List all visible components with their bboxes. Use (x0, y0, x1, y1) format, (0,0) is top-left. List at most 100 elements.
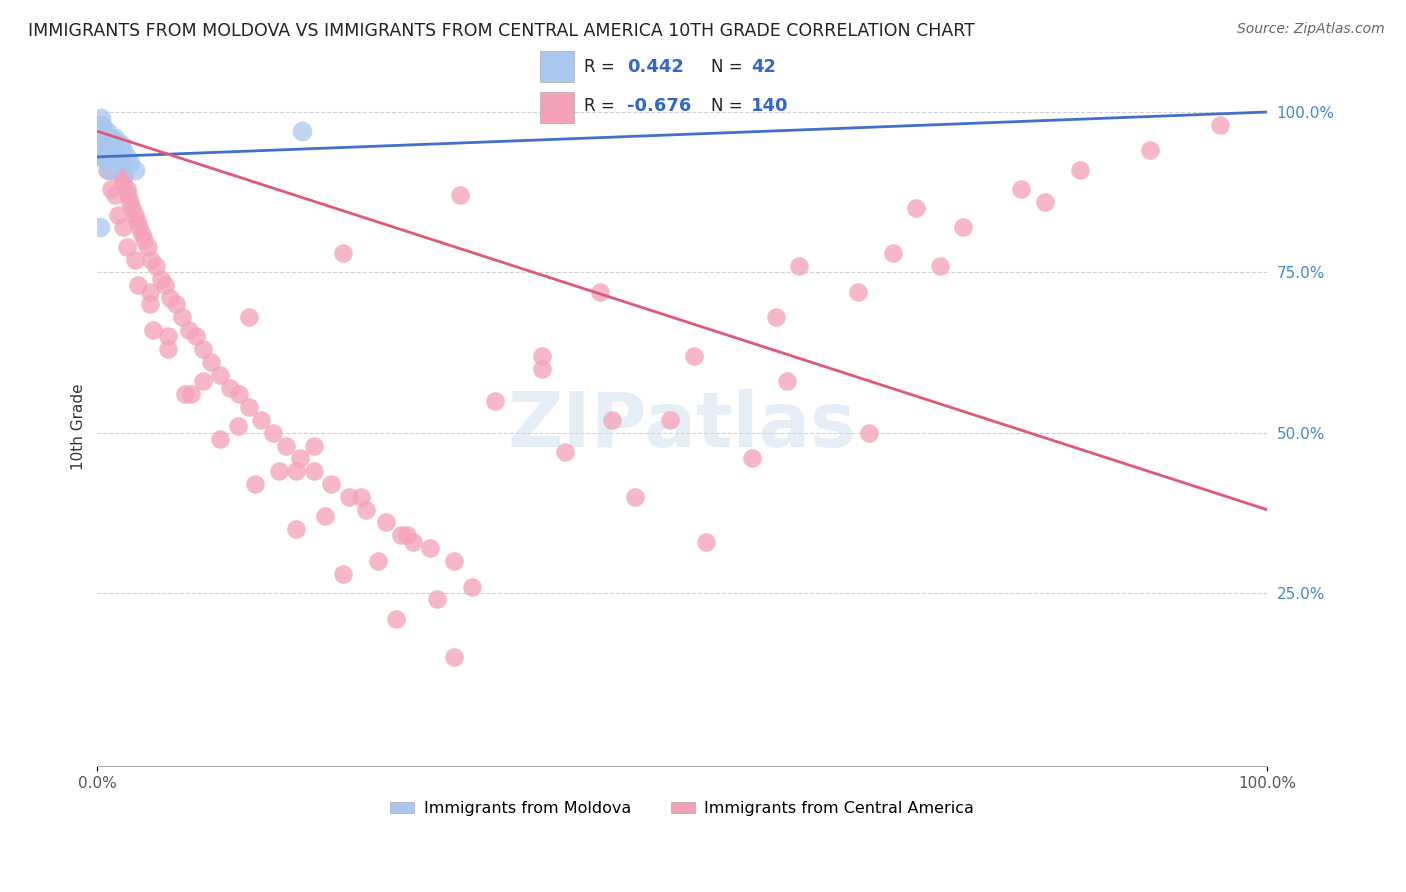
Point (104, 130, 127, 145)
Point (245, 477, 267, 491)
Point (139, 285, 162, 299)
Point (153, 278, 176, 293)
Point (96, 162, 118, 177)
Point (159, 291, 181, 305)
Point (218, 381, 240, 395)
Point (149, 272, 172, 286)
Point (96, 137, 118, 152)
Point (659, 413, 682, 427)
Point (238, 400, 260, 414)
Point (91, 137, 114, 152)
Point (87, 130, 110, 145)
Point (156, 343, 179, 357)
Point (928, 259, 950, 273)
Point (105, 150, 128, 164)
Point (90, 144, 112, 158)
Point (332, 246, 354, 260)
Point (108, 156, 131, 170)
Point (90, 112, 112, 126)
Y-axis label: 10th Grade: 10th Grade (72, 383, 86, 469)
Point (98, 162, 121, 177)
Point (96, 130, 118, 145)
Point (94, 144, 117, 158)
Point (105, 156, 128, 170)
Point (90, 130, 112, 145)
Point (321, 477, 343, 491)
Point (191, 375, 214, 389)
Point (100, 182, 122, 196)
Text: N =: N = (710, 97, 748, 115)
Point (285, 464, 308, 478)
Point (96, 150, 118, 164)
Point (110, 137, 132, 152)
Point (90, 137, 112, 152)
Point (103, 137, 125, 152)
Text: 140: 140 (751, 97, 789, 115)
Point (91, 124, 114, 138)
Point (402, 534, 425, 549)
Point (104, 156, 127, 170)
Point (93, 124, 115, 138)
Point (104, 188, 127, 202)
Point (115, 150, 138, 164)
Point (93, 130, 115, 145)
Point (94, 150, 117, 164)
Point (209, 368, 232, 382)
Point (104, 144, 127, 158)
Point (93, 150, 115, 164)
Text: -0.676: -0.676 (627, 97, 692, 115)
Point (905, 201, 928, 215)
Point (1139, 144, 1161, 158)
Point (349, 490, 371, 504)
Point (89, 137, 111, 152)
Point (90, 150, 112, 164)
Point (107, 208, 129, 222)
Point (589, 285, 612, 299)
Text: 0.442: 0.442 (627, 58, 683, 76)
Point (91, 118, 114, 132)
Point (419, 541, 441, 556)
Point (332, 566, 354, 581)
Point (98, 144, 121, 158)
Point (238, 310, 260, 325)
Point (112, 220, 135, 235)
Point (128, 220, 150, 235)
Point (89, 118, 111, 132)
Point (124, 208, 146, 222)
Point (93, 144, 115, 158)
Point (97, 156, 120, 170)
Point (120, 194, 142, 209)
Point (90, 130, 112, 145)
Point (91, 144, 114, 158)
Point (124, 162, 146, 177)
Point (101, 144, 124, 158)
Point (111, 162, 134, 177)
Point (443, 650, 465, 665)
Point (226, 419, 249, 434)
Point (302, 438, 325, 452)
Point (460, 580, 482, 594)
Point (695, 534, 717, 549)
Text: ZIPatlas: ZIPatlas (508, 389, 856, 463)
Point (96, 124, 118, 138)
Point (142, 323, 165, 337)
Point (115, 182, 138, 196)
Point (131, 227, 153, 241)
Point (91, 144, 114, 158)
Point (391, 528, 413, 542)
Point (117, 188, 139, 202)
Point (530, 349, 553, 363)
Point (180, 387, 202, 401)
Point (127, 214, 149, 228)
Point (952, 220, 974, 235)
Point (100, 137, 122, 152)
Legend: Immigrants from Moldova, Immigrants from Central America: Immigrants from Moldova, Immigrants from… (384, 795, 980, 822)
Point (228, 387, 250, 401)
Point (600, 413, 623, 427)
Point (107, 162, 129, 177)
Point (121, 201, 143, 215)
Point (288, 451, 311, 466)
Point (776, 375, 799, 389)
Point (274, 438, 297, 452)
Text: N =: N = (710, 58, 748, 76)
